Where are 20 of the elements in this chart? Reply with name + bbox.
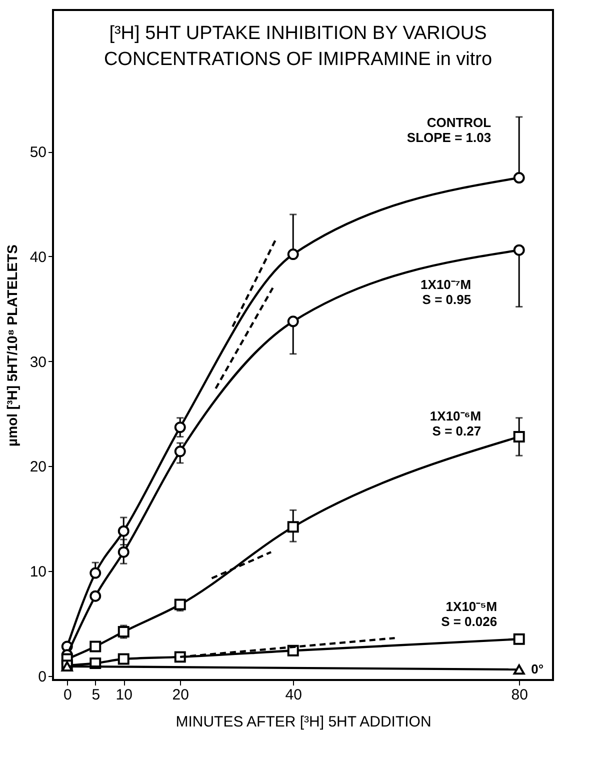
series-label: 1X10⁻⁷M S = 0.95 <box>420 277 472 308</box>
x-tick-label: 80 <box>511 686 528 704</box>
x-tick-label: 40 <box>285 686 302 704</box>
text: CONTROL SLOPE = 1.03 <box>406 114 492 145</box>
series-label: 0° <box>531 662 544 677</box>
y-tick-label: 50 <box>30 144 46 162</box>
x-axis-title: MINUTES AFTER [³H] 5HT ADDITION <box>176 714 432 730</box>
x-tick-label: 20 <box>172 686 189 704</box>
y-tick-label: 0 <box>38 668 46 686</box>
y-tick-label: 10 <box>30 563 46 580</box>
y-axis-title: µmol [³H] 5HT/10⁸ PLATELETS <box>4 244 20 446</box>
y-tick-label: 20 <box>30 458 46 476</box>
y-tick-label: 40 <box>30 248 46 266</box>
text: [³H] 5HT UPTAKE INHIBITION BY VARIOUS CONCENTRATIONS OF IMIPRAMINE in vitro <box>104 23 492 70</box>
series-label: 1X10⁻⁶M S = 0.27 <box>430 408 482 439</box>
x-tick-label: 5 <box>92 686 100 704</box>
y-tick-label: 30 <box>30 354 46 371</box>
x-tick-label: 0 <box>63 686 72 704</box>
series-label: 1X10⁻⁵M S = 0.026 <box>441 599 498 630</box>
x-tick-label: 10 <box>116 686 132 704</box>
